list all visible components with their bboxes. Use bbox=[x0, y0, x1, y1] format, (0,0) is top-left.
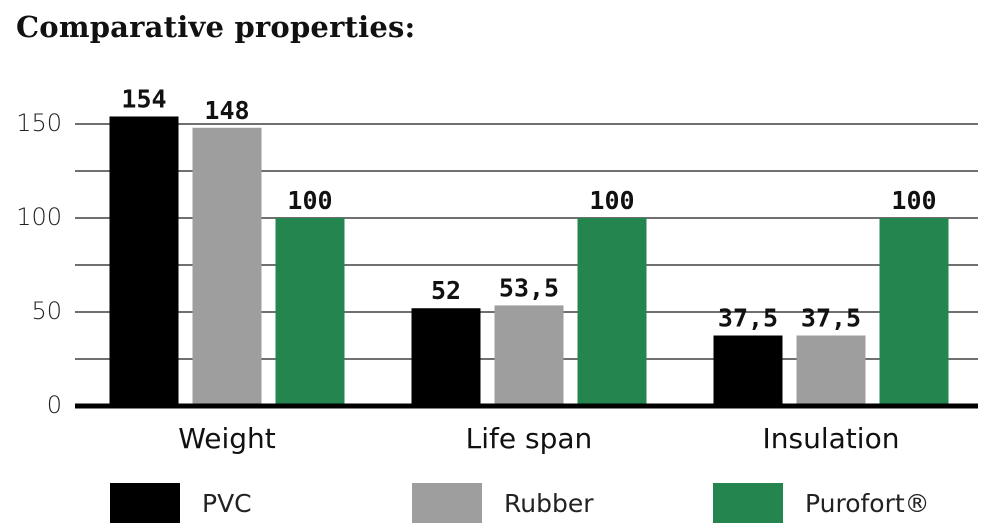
data-label: 100 bbox=[891, 186, 936, 215]
bar-rubber bbox=[796, 335, 866, 406]
bar-purofort bbox=[879, 218, 949, 406]
data-label: 100 bbox=[589, 186, 634, 215]
x-category-label: Insulation bbox=[763, 422, 900, 455]
data-label: 148 bbox=[204, 96, 249, 125]
bar-pvc bbox=[411, 308, 481, 406]
legend-swatch bbox=[713, 483, 783, 523]
data-label: 154 bbox=[121, 84, 166, 113]
y-tick-label: 0 bbox=[47, 391, 62, 419]
legend-swatch bbox=[110, 483, 180, 523]
y-tick-label: 150 bbox=[16, 109, 62, 137]
x-category-label: Weight bbox=[178, 422, 276, 455]
y-tick-label: 100 bbox=[16, 203, 62, 231]
bar-pvc bbox=[713, 335, 783, 406]
data-label: 100 bbox=[287, 186, 332, 215]
data-label: 37,5 bbox=[718, 304, 778, 333]
data-label: 53,5 bbox=[499, 273, 559, 302]
data-label: 52 bbox=[431, 276, 461, 305]
x-category-label: Life span bbox=[466, 422, 593, 455]
y-tick-label: 50 bbox=[31, 297, 62, 325]
legend-label: PVC bbox=[202, 489, 252, 518]
legend-swatch bbox=[412, 483, 482, 523]
bar-pvc bbox=[109, 116, 179, 406]
legend-label: Rubber bbox=[504, 489, 594, 518]
chart-title: Comparative properties: bbox=[16, 10, 416, 44]
bar-rubber bbox=[192, 127, 262, 406]
bar-rubber bbox=[494, 305, 564, 406]
legend-label: Purofort® bbox=[805, 489, 930, 518]
data-label: 37,5 bbox=[801, 304, 861, 333]
bar-purofort bbox=[275, 218, 345, 406]
bar-purofort bbox=[577, 218, 647, 406]
